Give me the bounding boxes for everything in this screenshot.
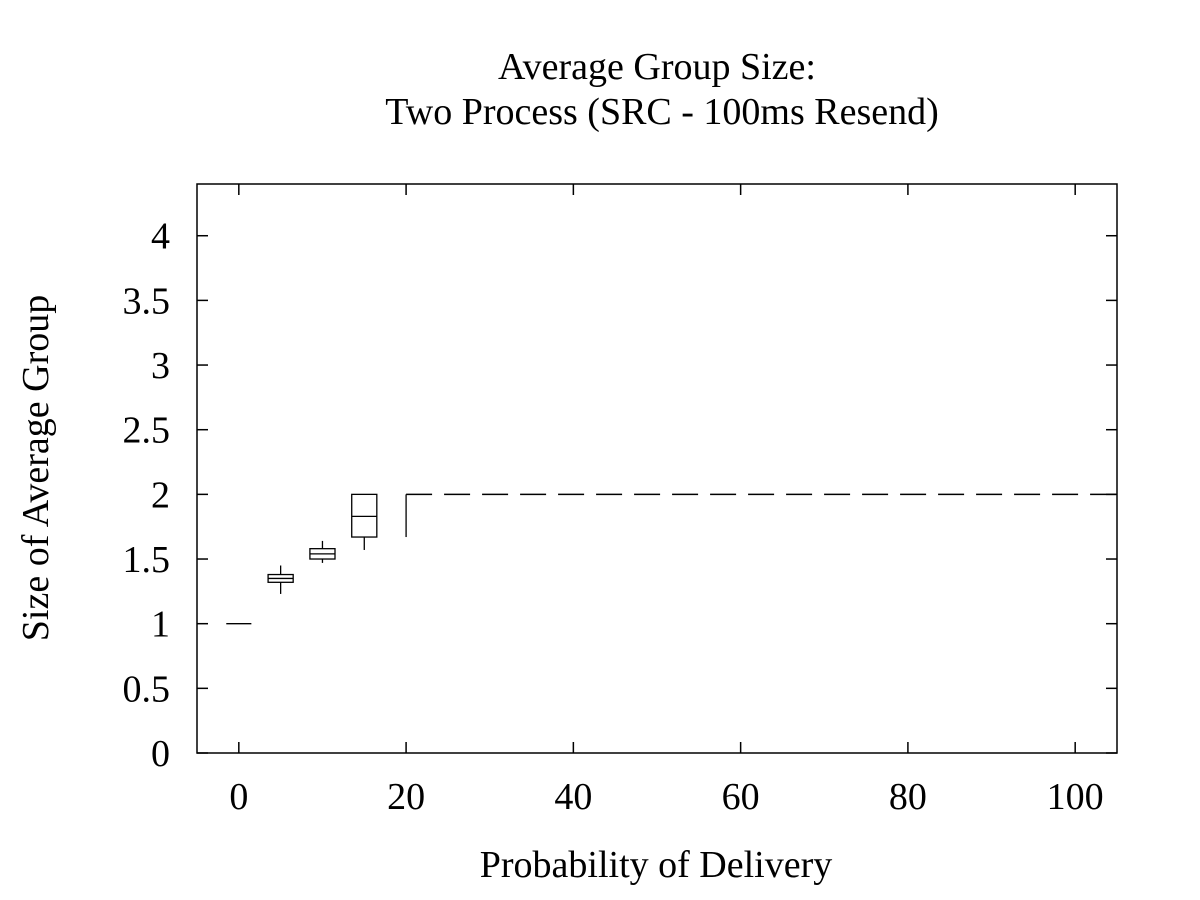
y-tick-label-4: 4 — [151, 216, 170, 258]
plot-frame — [196, 183, 1118, 754]
x-tick-label-100: 100 — [1047, 776, 1104, 818]
plot-area: 0 20 40 60 80 100 0 0.5 1 1.5 2 2.5 3 3.5 4 — [123, 184, 1117, 818]
y-tick-label-0: 0 — [151, 733, 170, 775]
y-tick-label-1: 1 — [151, 604, 170, 646]
y-tick-label-2: 2 — [151, 474, 170, 516]
y-tick-label-0.5: 0.5 — [123, 668, 171, 710]
y-tick-label-1.5: 1.5 — [123, 539, 171, 581]
x-tick-label-80: 80 — [889, 776, 927, 818]
y-tick-label-2.5: 2.5 — [123, 410, 171, 452]
x-tick-label-0: 0 — [229, 776, 248, 818]
y-axis-label: Size of Average Group — [15, 295, 57, 641]
y-tick-label-3.5: 3.5 — [123, 280, 171, 322]
x-tick-label-20: 20 — [387, 776, 425, 818]
y-tick-label-3: 3 — [151, 345, 170, 387]
box-plot-10 — [309, 540, 336, 563]
chart-title-line-1: Average Group Size: — [498, 46, 816, 88]
x-tick-label-60: 60 — [722, 776, 760, 818]
x-axis-label: Probability of Delivery — [480, 844, 832, 886]
box-plot-15 — [351, 493, 378, 550]
box-plot-5 — [267, 565, 294, 594]
x-tick-label-40: 40 — [554, 776, 592, 818]
chart-title-line-2: Two Process (SRC - 100ms Resend) — [385, 91, 939, 133]
